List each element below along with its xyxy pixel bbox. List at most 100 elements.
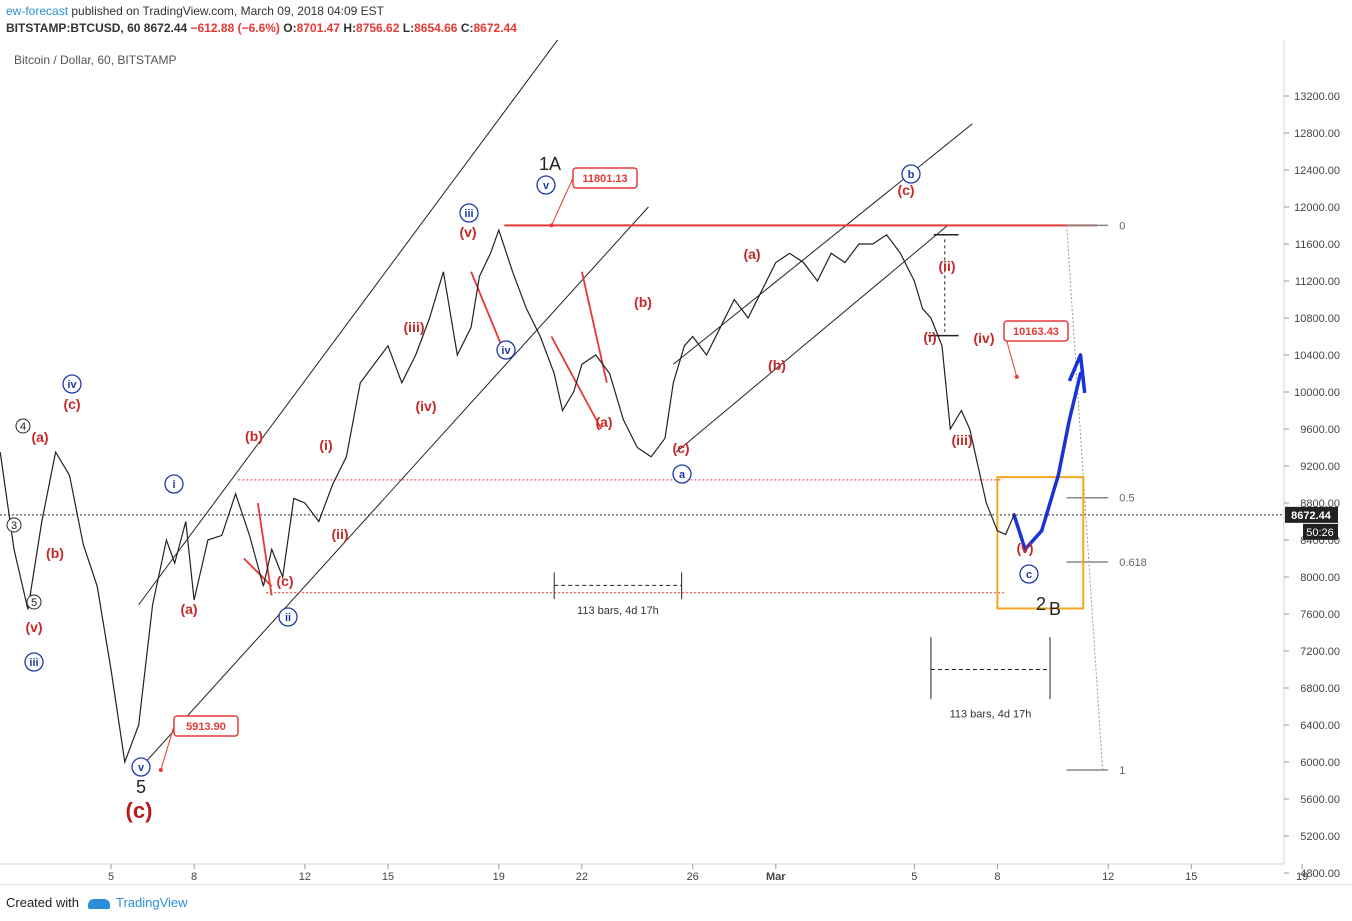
y-tick-label: 5600.00 (1300, 794, 1340, 806)
wave-circle-blue (1019, 564, 1039, 584)
wave-label-red: (b) (46, 545, 64, 561)
price-callout-text: 5913.90 (186, 721, 226, 733)
wave-label-blue: v (543, 180, 550, 192)
wave-label-red: (b) (634, 294, 652, 310)
wave-label-blue: iv (501, 345, 511, 357)
x-tick-label: 19 (493, 871, 505, 883)
wave-label-red: (v) (1016, 540, 1033, 556)
wave-circle-blue (24, 652, 44, 672)
projection-arrow (1012, 371, 1083, 553)
y-tick-label: 9600.00 (1300, 424, 1340, 436)
wave-label-red: (a) (31, 429, 48, 445)
wave-circle-blue (496, 340, 516, 360)
last-value: 8672.44 (143, 21, 188, 35)
x-tick-label: 12 (299, 871, 311, 883)
wave-label-red: (c) (672, 440, 689, 456)
wave-label-red: (iii) (404, 319, 425, 335)
footer: Created with TradingView (0, 884, 1352, 921)
y-tick-label: 4800.00 (1300, 868, 1340, 880)
wave-label-red: (iv) (974, 330, 995, 346)
close-label: C: (460, 21, 474, 35)
y-tick-label: 10400.00 (1294, 350, 1340, 362)
publish-line: ew-forecast published on TradingView.com… (6, 4, 384, 18)
price-callout-box (173, 715, 239, 737)
wave-label-black: 3 (11, 520, 17, 532)
y-tick-label: 5200.00 (1300, 831, 1340, 843)
y-tick-label: 12800.00 (1294, 128, 1340, 140)
x-tick-label: Mar (766, 871, 786, 883)
wave-label-blue: i (172, 479, 175, 491)
price-series (0, 228, 1015, 765)
plot-background (0, 40, 1284, 864)
wave-label-red: (a) (180, 601, 197, 617)
open-value: 8701.47 (296, 21, 341, 35)
wave-label-black: (c) (126, 798, 153, 823)
triangle-line (243, 557, 273, 587)
callout-pointer (160, 725, 175, 771)
y-tick-label: 6000.00 (1300, 757, 1340, 769)
tradingview-logo[interactable]: TradingView (88, 895, 188, 910)
y-tick-label: 7600.00 (1300, 609, 1340, 621)
wave-label-red: (iii) (952, 432, 973, 448)
measure-label: 113 bars, 4d 17h (577, 605, 659, 617)
x-tick-label: 15 (382, 871, 394, 883)
wave-label-black: 4 (20, 421, 26, 433)
wave-label-blue: c (1026, 569, 1032, 581)
y-tick-label: 9200.00 (1300, 461, 1340, 473)
last-price-text: 8672.44 (1291, 510, 1332, 522)
wave-circle-black (15, 418, 31, 434)
y-tick-label: 7200.00 (1300, 646, 1340, 658)
low-label: L: (402, 21, 415, 35)
price-callout-text: 11801.13 (582, 173, 627, 185)
y-tick-label: 11600.00 (1295, 239, 1340, 251)
y-tick-label: 8000.00 (1300, 572, 1340, 584)
price-chart[interactable]: Bitcoin / Dollar, 60, BITSTAMP 4800.0052… (0, 40, 1352, 884)
tradingview-cloud-icon (88, 898, 110, 909)
wave-label-red: (i) (923, 329, 936, 345)
wave-label-red: (c) (897, 182, 914, 198)
symbol-label: BITSTAMP:BTCUSD, 60 (6, 21, 141, 35)
wave-label-blue: iii (464, 208, 473, 220)
wave-circle-blue (278, 607, 298, 627)
wave-label-red: (ii) (938, 258, 955, 274)
countdown-tag (1303, 523, 1338, 540)
fib-level-label: 0 (1119, 220, 1125, 232)
wave-label-red: (v) (25, 619, 42, 635)
wave-label-red: (a) (743, 246, 760, 262)
b-lower-channel-line (675, 225, 948, 453)
wave-label-black: 5 (31, 597, 37, 609)
wave-label-red: (iv) (416, 398, 437, 414)
wave-label-blue: a (679, 469, 686, 481)
wave-circle-blue (164, 474, 184, 494)
y-tick-label: 6800.00 (1300, 683, 1340, 695)
wave-label-blue: b (908, 169, 915, 181)
x-tick-label: 12 (1102, 871, 1114, 883)
price-callout-box (1003, 320, 1069, 342)
published-text: published on TradingView.com, March 09, … (71, 4, 385, 18)
price-callout-text: 10163.43 (1013, 326, 1059, 338)
x-tick-label: 5 (108, 871, 114, 883)
wave-circle-blue (459, 203, 479, 223)
x-tick-label: 26 (687, 871, 699, 883)
wave-label-red: (c) (63, 396, 80, 412)
high-label: H: (343, 21, 357, 35)
x-tick-label: 22 (576, 871, 588, 883)
wave-circle-black (26, 594, 42, 610)
lower-channel-line (141, 206, 649, 767)
wave-label-black: 2 (1036, 594, 1046, 614)
wave-circle-blue (901, 164, 921, 184)
fib-level-label: 0.5 (1119, 493, 1134, 505)
wave-label-blue: v (138, 762, 145, 774)
x-tick-label: 19 (1296, 871, 1308, 883)
wave-label-red: (a) (595, 414, 612, 430)
change-value: −612.88 (−6.6%) (190, 21, 280, 35)
x-tick-label: 5 (911, 871, 917, 883)
wave-label-red: (b) (245, 428, 263, 444)
projection-arrow-head (1067, 353, 1087, 394)
wave-label-red: (i) (319, 437, 332, 453)
y-tick-label: 6400.00 (1300, 720, 1340, 732)
wave-circle-blue (131, 757, 151, 777)
wave-label-red: (ii) (331, 526, 348, 542)
b-upper-channel-line (672, 123, 973, 365)
author-link[interactable]: ew-forecast (6, 4, 69, 18)
